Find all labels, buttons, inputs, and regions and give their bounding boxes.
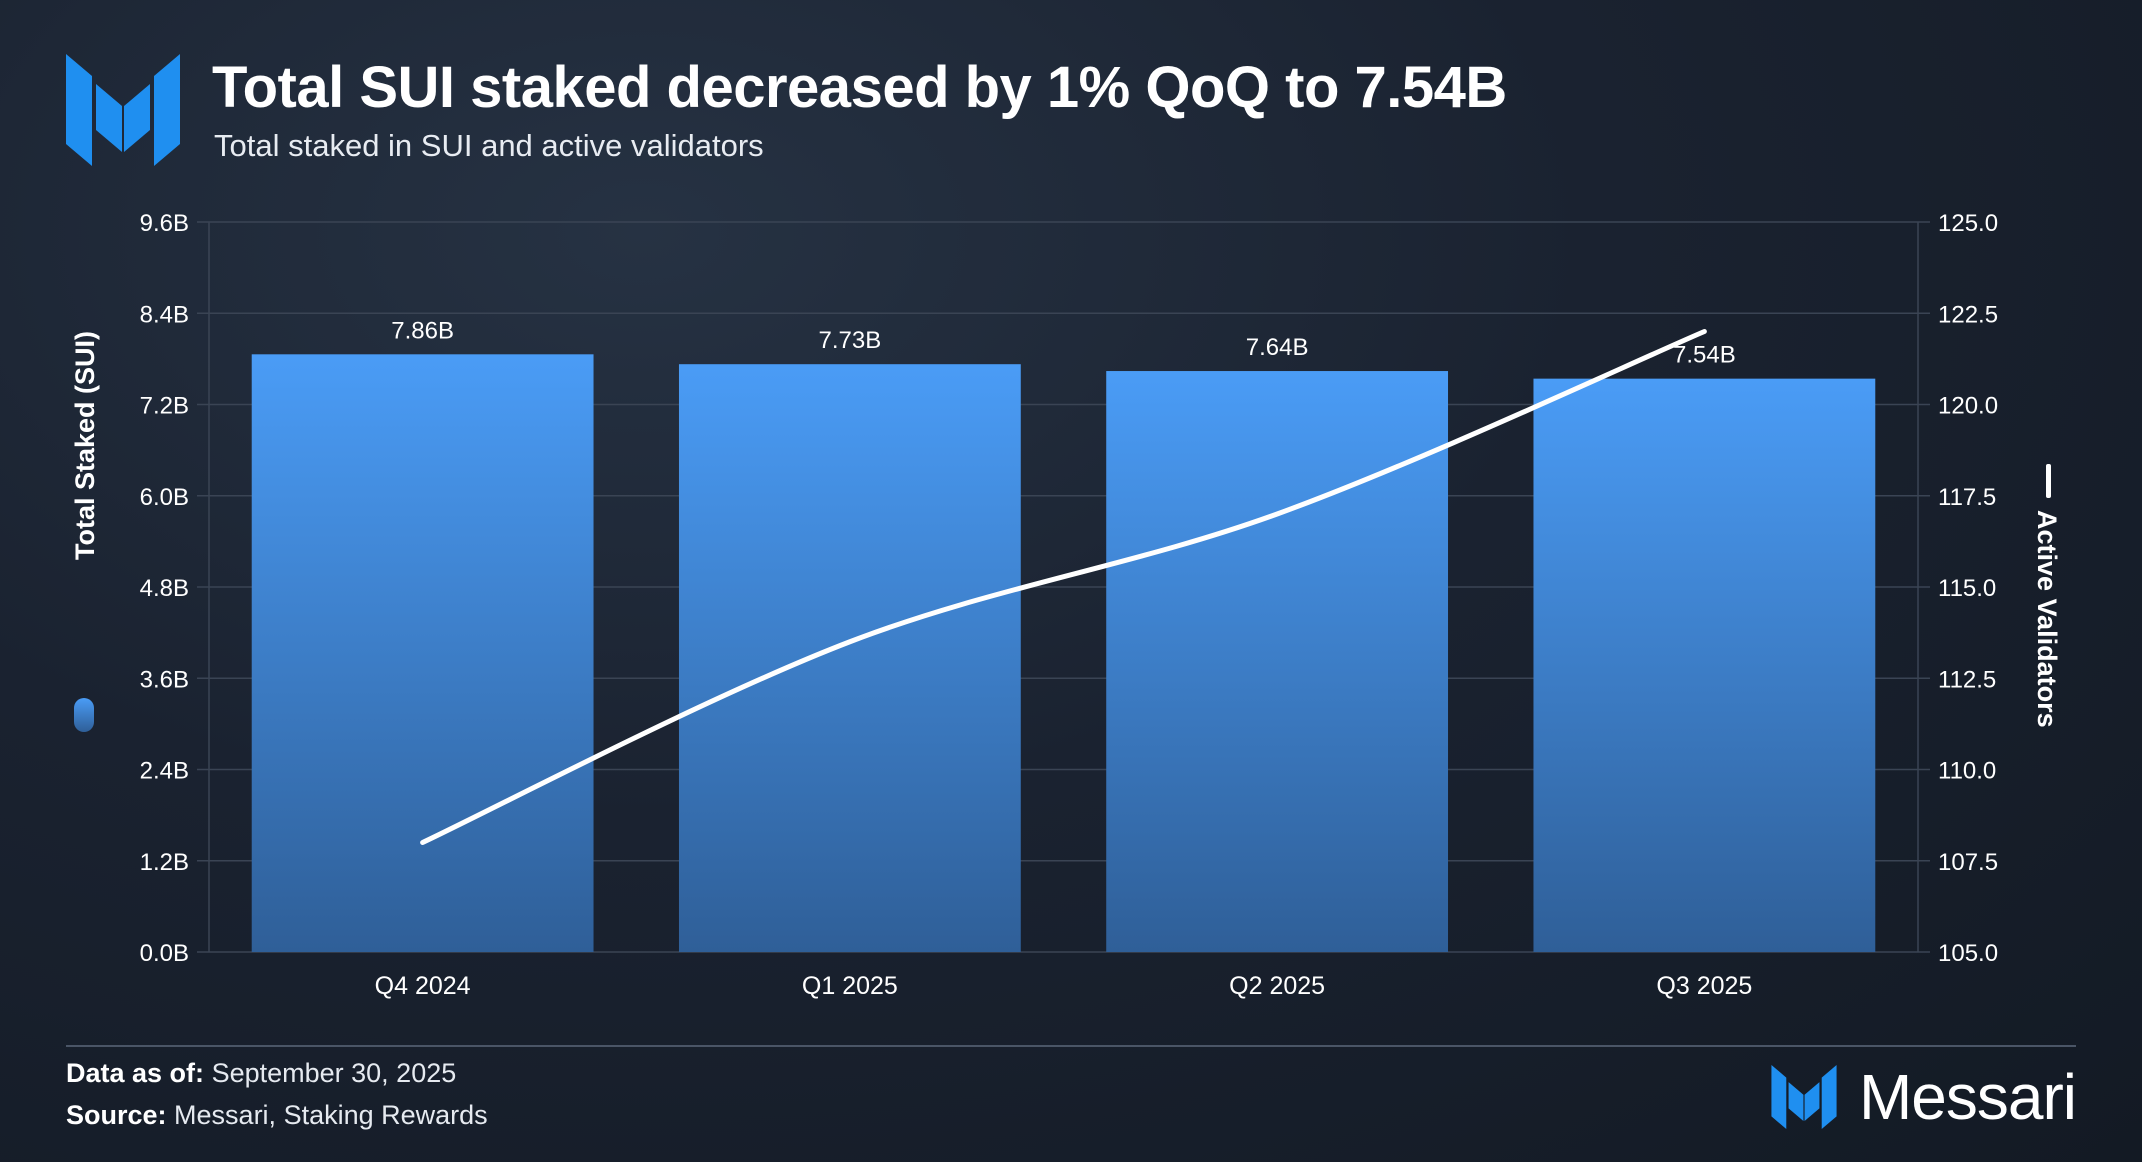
x-tick-label: Q3 2025: [1656, 972, 1752, 1000]
x-tick-label: Q1 2025: [802, 972, 898, 1000]
right-tick-label: 110.0: [1938, 758, 1996, 785]
brand-lockup: Messari: [1771, 1061, 2077, 1133]
left-tick-label: 8.4B: [140, 301, 189, 328]
chart-title: Total SUI staked decreased by 1% QoQ to …: [212, 55, 1507, 120]
bar-value-label: 7.64B: [1246, 334, 1309, 361]
source: Source: Messari, Staking Rewards: [66, 1100, 488, 1131]
right-tick-label: 120.0: [1938, 393, 1998, 420]
left-tick-label: 7.2B: [140, 393, 189, 420]
bar-value-label: 7.73B: [819, 327, 882, 354]
bar: [678, 364, 1021, 953]
brand-name: Messari: [1858, 1061, 2077, 1133]
left-tick-label: 1.2B: [140, 849, 189, 876]
bar-value-label: 7.86B: [391, 317, 454, 344]
left-tick-label: 2.4B: [140, 758, 189, 785]
right-tick-label: 122.5: [1938, 301, 1998, 328]
messari-logo-icon: [66, 54, 180, 166]
bar: [1106, 371, 1449, 953]
right-axis-legend-swatch: [2046, 464, 2051, 498]
x-tick-label: Q2 2025: [1229, 972, 1325, 1000]
right-tick-label: 107.5: [1938, 849, 1998, 876]
data-as-of: Data as of: September 30, 2025: [66, 1058, 456, 1089]
source-label: Source:: [66, 1100, 167, 1130]
left-tick-label: 9.6B: [140, 210, 189, 237]
messari-brand-icon: [1771, 1065, 1837, 1129]
right-tick-label: 105.0: [1938, 940, 1998, 967]
left-tick-label: 4.8B: [140, 575, 189, 602]
left-axis-legend-swatch: [74, 698, 94, 732]
source-value: Messari, Staking Rewards: [174, 1100, 488, 1130]
right-tick-label: 117.5: [1938, 484, 1996, 511]
x-tick-label: Q4 2024: [375, 972, 471, 1000]
data-as-of-label: Data as of:: [66, 1058, 205, 1088]
right-tick-label: 125.0: [1938, 210, 1998, 237]
left-tick-label: 0.0B: [140, 940, 189, 967]
left-axis-title: Total Staked (SUI): [70, 331, 100, 560]
data-as-of-value: September 30, 2025: [211, 1058, 457, 1088]
left-tick-label: 3.6B: [140, 666, 189, 693]
right-axis-title: Active Validators: [2032, 510, 2062, 728]
bar: [1533, 378, 1876, 952]
left-tick-label: 6.0B: [140, 484, 189, 511]
bar-value-label: 7.54B: [1673, 342, 1736, 369]
right-tick-label: 112.5: [1938, 666, 1996, 693]
footer-divider: [66, 1045, 2076, 1047]
active-validators-line: [420, 329, 1707, 845]
bar: [251, 354, 594, 952]
right-tick-label: 115.0: [1938, 575, 1996, 602]
chart-subtitle: Total staked in SUI and active validator…: [214, 128, 764, 163]
